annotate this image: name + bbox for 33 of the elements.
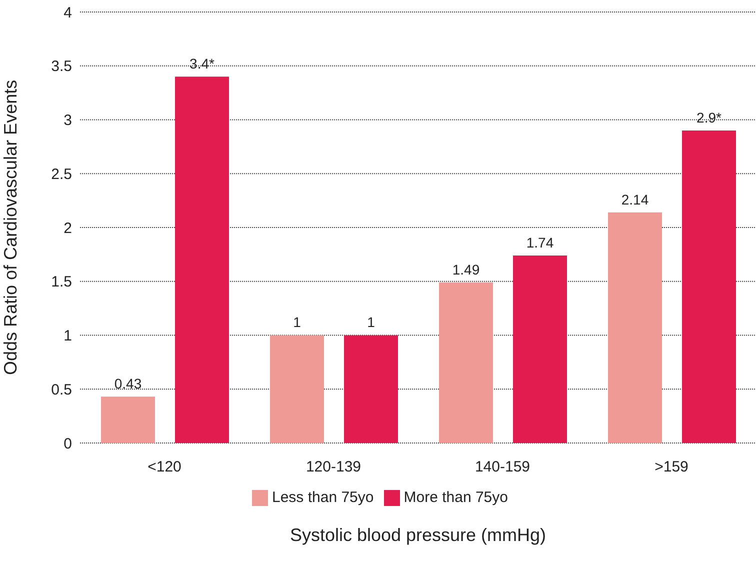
y-tick-label: 1 — [64, 328, 72, 345]
y-tick-label: 2 — [64, 220, 72, 237]
data-label: 2.9* — [696, 110, 722, 126]
bar — [175, 76, 229, 443]
data-label: 1 — [367, 314, 376, 330]
y-axis-title: Odds Ratio of Cardiovascular Events — [0, 80, 20, 376]
data-label: 3.4* — [190, 56, 215, 72]
bar — [608, 212, 662, 443]
bar — [513, 255, 567, 443]
data-label: 1.49 — [452, 261, 480, 278]
bar — [682, 130, 736, 443]
bar — [344, 335, 398, 443]
y-tick-label: 4 — [64, 4, 72, 22]
y-tick-label: 1.5 — [51, 274, 72, 291]
data-label: 1.74 — [526, 234, 554, 250]
data-label: 0.43 — [114, 376, 142, 392]
bar — [270, 335, 324, 443]
x-tick-label: 140-159 — [474, 458, 530, 476]
y-tick-label: 3 — [64, 112, 72, 130]
y-tick-label: 3.5 — [51, 58, 72, 76]
data-label: 2.14 — [621, 191, 649, 208]
legend-label: More than 75yo — [404, 488, 508, 506]
x-tick-label: >159 — [654, 458, 688, 476]
bar — [439, 282, 493, 443]
legend-label: Less than 75yo — [272, 488, 374, 506]
bar — [101, 396, 155, 443]
y-tick-label: 0 — [64, 435, 72, 452]
x-tick-label: 120-139 — [306, 458, 362, 476]
x-tick-label: <120 — [148, 458, 182, 476]
y-tick-label: 2.5 — [51, 166, 72, 183]
y-tick-label: 0.5 — [51, 381, 72, 398]
data-label: 1 — [293, 314, 302, 330]
x-axis-title: Systolic blood pressure (mmHg) — [290, 524, 546, 545]
